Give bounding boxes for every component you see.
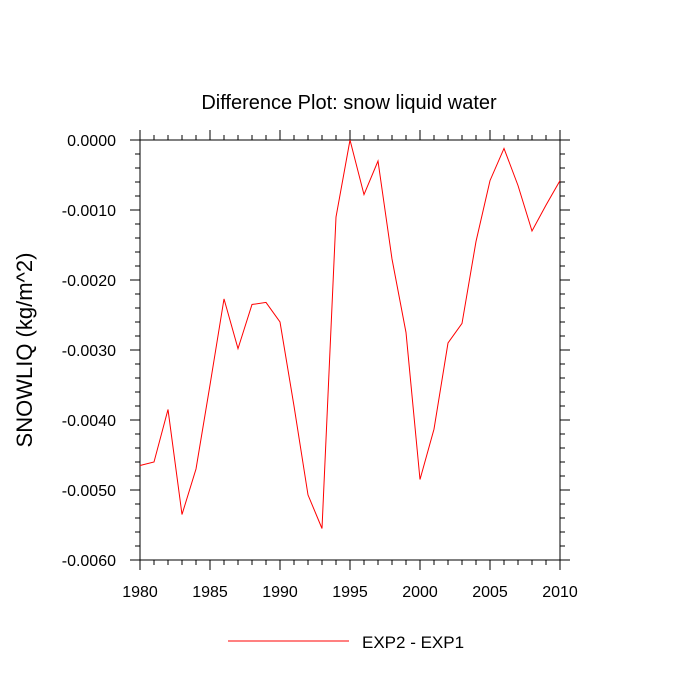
- plot-frame: [139, 139, 561, 561]
- x-tick-label: 2010: [542, 584, 578, 601]
- x-tick-labels: 1980 1985 1990 1995 2000 2005 2010: [122, 584, 578, 601]
- x-tick-label: 1980: [122, 584, 158, 601]
- x-tick-label: 1990: [262, 584, 298, 601]
- legend: EXP2 - EXP1: [228, 633, 464, 652]
- y-tick-label: -0.0010: [62, 203, 116, 220]
- y-tick-label: -0.0050: [62, 483, 116, 500]
- chart-title: Difference Plot: snow liquid water: [201, 92, 497, 114]
- y-tick-label: -0.0040: [62, 413, 116, 430]
- y-axis-label: SNOWLIQ (kg/m^2): [12, 253, 37, 448]
- y-tick-label: -0.0030: [62, 343, 116, 360]
- x-tick-label: 2000: [402, 584, 438, 601]
- x-tick-label: 1995: [332, 584, 368, 601]
- legend-label: EXP2 - EXP1: [362, 633, 464, 652]
- x-tick-label: 2005: [472, 584, 508, 601]
- y-tick-label: -0.0020: [62, 273, 116, 290]
- x-tick-label: 1985: [192, 584, 228, 601]
- axis-ticks: [130, 130, 570, 570]
- y-tick-label: 0.0000: [67, 133, 116, 150]
- series-layer: [139, 139, 561, 529]
- series-line: [139, 139, 561, 529]
- y-tick-label: -0.0060: [62, 553, 116, 570]
- y-tick-labels: 0.0000 -0.0010 -0.0020 -0.0030 -0.0040 -0.005…: [62, 133, 116, 570]
